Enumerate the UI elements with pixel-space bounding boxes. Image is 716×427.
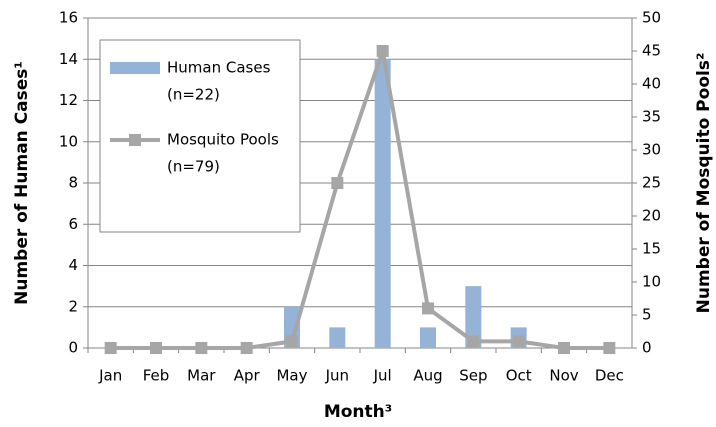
x-tick-label: Sep (459, 367, 487, 385)
y2-axis-title: Number of Mosquito Pools² (694, 53, 714, 314)
marker (195, 342, 208, 354)
y-tick-label: 16 (59, 9, 78, 27)
y2-tick-label: 35 (642, 108, 661, 126)
y2-tick-label: 20 (642, 207, 661, 225)
marker (376, 45, 389, 57)
y2-tick-label: 25 (642, 174, 661, 192)
bar (465, 286, 482, 348)
x-tick-label: Mar (187, 367, 216, 385)
marker (104, 342, 117, 354)
y2-tick-label: 10 (642, 273, 661, 291)
x-tick-label: Aug (413, 367, 442, 385)
legend-note: (n=79) (167, 158, 220, 176)
legend-marker (129, 134, 141, 146)
y-tick-label: 12 (59, 91, 78, 109)
y2-tick-label: 45 (642, 42, 661, 60)
y-axis-title: Number of Human Cases¹ (12, 61, 32, 305)
marker (240, 342, 253, 354)
marker (558, 342, 570, 354)
marker (150, 342, 162, 354)
bar (374, 59, 391, 348)
line (110, 49, 610, 350)
x-tick-label: Dec (595, 367, 624, 385)
x-tick-label: Jun (325, 367, 349, 385)
y2-tick-label: 40 (642, 75, 661, 93)
y2-tick-label: 15 (642, 240, 661, 258)
y-tick-label: 10 (59, 132, 78, 150)
x-tick-label: Oct (506, 367, 532, 385)
bar (420, 327, 436, 348)
marker (467, 335, 480, 348)
y2-tick-label: 50 (642, 9, 661, 27)
marker (422, 302, 434, 315)
y2-tick-label: 5 (642, 306, 652, 324)
y-tick-label: 8 (68, 174, 78, 192)
legend-label: Human Cases (167, 59, 271, 77)
bar (329, 327, 346, 348)
y2-tick-label: 30 (642, 141, 661, 159)
y-tick-label: 14 (59, 50, 78, 68)
x-tick-label: Jan (98, 367, 122, 385)
x-axis-title: Month³ (324, 402, 392, 422)
y-tick-label: 0 (68, 339, 78, 357)
legend-label: Mosquito Pools (167, 131, 279, 149)
marker (512, 335, 525, 348)
x-tick-label: Apr (234, 367, 261, 385)
x-tick-label: Nov (549, 367, 578, 385)
y-tick-label: 6 (68, 215, 78, 233)
legend-swatch (110, 62, 160, 74)
y2-tick-label: 0 (642, 339, 652, 357)
legend-note: (n=22) (167, 86, 220, 104)
x-tick-label: Feb (143, 367, 170, 385)
x-tick-label: Jul (373, 367, 392, 385)
marker (331, 177, 344, 189)
y-tick-label: 4 (68, 256, 78, 274)
y-tick-label: 2 (68, 297, 78, 315)
x-tick-label: May (276, 367, 307, 385)
marker (286, 335, 298, 348)
marker (603, 342, 616, 354)
